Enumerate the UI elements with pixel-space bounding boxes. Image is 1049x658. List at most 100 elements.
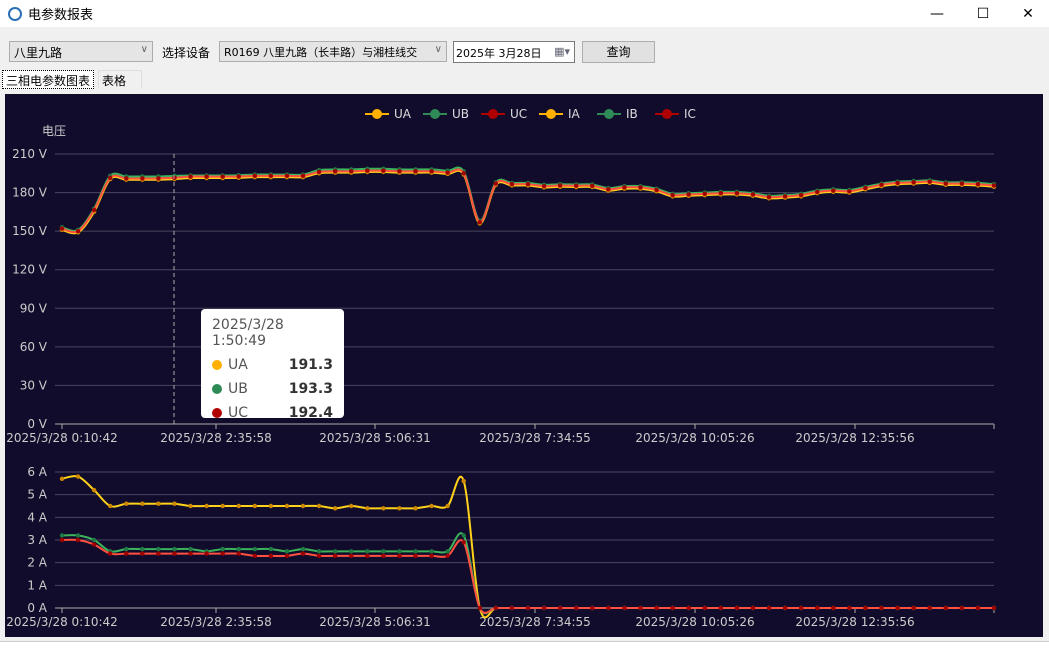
data-point-UC xyxy=(557,183,563,188)
data-point-UC xyxy=(959,181,965,186)
data-point-UC xyxy=(284,173,290,179)
data-point-UC xyxy=(718,191,724,196)
device-select[interactable]: R0169 八里九路（长丰路）与湘桂线交 ∨ xyxy=(219,41,447,62)
data-point-IA xyxy=(332,506,338,511)
data-point-IA xyxy=(75,474,81,479)
legend-marker-icon xyxy=(662,109,672,119)
data-point-IB xyxy=(91,537,97,543)
data-point-IB xyxy=(429,549,434,554)
data-point-IB xyxy=(365,549,370,554)
device-select-value: R0169 八里九路（长丰路）与湘桂线交 xyxy=(224,46,418,59)
chevron-down-icon: ∨ xyxy=(434,44,442,55)
series-line-IA xyxy=(61,475,994,619)
data-point-UC xyxy=(702,191,707,197)
y-tick-label: 120 V xyxy=(12,263,48,277)
data-point-UC xyxy=(204,174,209,179)
data-point-UC xyxy=(670,192,675,198)
data-point-UC xyxy=(911,180,916,185)
data-point-IA xyxy=(461,478,466,484)
data-point-IC xyxy=(332,553,338,559)
data-point-UC xyxy=(863,185,868,191)
data-point-IA xyxy=(429,503,434,509)
data-point-IC xyxy=(622,605,627,611)
data-point-IC xyxy=(413,553,418,559)
data-point-IA xyxy=(268,503,274,509)
query-button[interactable]: 查询 xyxy=(582,41,655,63)
y-tick-label: 4 A xyxy=(27,510,47,524)
data-point-UC xyxy=(798,192,804,198)
data-point-IC xyxy=(911,605,916,611)
maximize-button[interactable]: ☐ xyxy=(976,5,990,22)
data-point-UC xyxy=(236,174,241,179)
legend-marker-icon xyxy=(430,109,440,119)
data-point-IB xyxy=(413,549,418,554)
data-point-UC xyxy=(815,189,820,195)
x-tick-label: 2025/3/28 2:35:58 xyxy=(160,431,272,445)
data-point-UC xyxy=(156,176,161,181)
tab-chart[interactable]: 三相电参数图表 xyxy=(2,70,95,89)
data-point-IA xyxy=(140,501,145,506)
data-point-IB xyxy=(381,549,386,554)
date-picker[interactable]: 2025年 3月28日 ▦▾ xyxy=(453,41,575,63)
data-point-IA xyxy=(397,506,402,511)
y-tick-label: 0 V xyxy=(27,417,47,431)
data-point-IB xyxy=(124,546,129,552)
data-point-UC xyxy=(220,174,225,179)
road-select[interactable]: 八里九路 ∨ xyxy=(9,41,153,62)
data-point-IC xyxy=(316,553,322,559)
data-point-UC xyxy=(638,185,643,190)
x-tick-label: 2025/3/28 0:10:42 xyxy=(6,615,118,629)
data-point-IB xyxy=(188,546,193,552)
data-point-IC xyxy=(284,553,290,559)
data-point-IA xyxy=(172,501,177,506)
legend-label: UA xyxy=(394,107,412,121)
tooltip-row: UC 192.4 xyxy=(212,401,333,425)
data-point-UC xyxy=(59,226,65,231)
data-point-UC xyxy=(413,169,418,174)
data-point-IA xyxy=(300,503,306,509)
data-point-UC xyxy=(493,181,499,186)
x-tick-label: 2025/3/28 12:35:56 xyxy=(795,431,914,445)
minimize-button[interactable]: — xyxy=(930,5,944,22)
data-point-UC xyxy=(895,180,900,186)
legend-marker-icon xyxy=(488,109,498,119)
x-tick-label: 2025/3/28 5:06:31 xyxy=(319,615,431,629)
y-tick-label: 150 V xyxy=(12,224,48,238)
data-point-IB xyxy=(172,546,177,552)
data-point-IC xyxy=(815,605,820,611)
data-point-UC xyxy=(750,192,756,197)
data-point-IC xyxy=(461,540,466,545)
tooltip-value: 193.3 xyxy=(288,381,333,397)
road-select-value: 八里九路 xyxy=(14,46,63,60)
tab-table[interactable]: 表格 xyxy=(98,70,142,89)
data-point-UC xyxy=(75,228,81,234)
data-point-IC xyxy=(525,605,531,611)
data-point-IC xyxy=(766,605,772,611)
data-point-UC xyxy=(124,176,129,181)
calendar-icon[interactable]: ▦▾ xyxy=(554,45,570,58)
legend-label: UB xyxy=(452,107,469,121)
tooltip-series: UB xyxy=(228,381,248,397)
data-point-IA xyxy=(220,503,225,509)
series-line-IB xyxy=(61,532,994,615)
x-tick-label: 2025/3/28 5:06:31 xyxy=(319,431,431,445)
data-point-IA xyxy=(108,503,113,509)
data-point-UC xyxy=(381,168,386,173)
ua-dot-icon xyxy=(212,360,222,370)
data-point-UC xyxy=(397,169,402,174)
close-button[interactable]: ✕ xyxy=(1022,5,1034,22)
data-point-IC xyxy=(381,553,386,559)
data-point-IC xyxy=(429,553,434,559)
data-point-IC xyxy=(702,605,707,611)
data-point-IC xyxy=(638,605,643,611)
data-point-IC xyxy=(59,537,65,543)
data-point-IB xyxy=(397,549,402,554)
data-point-IA xyxy=(252,503,258,509)
data-point-IC xyxy=(590,605,595,611)
data-point-IC xyxy=(734,605,740,611)
x-tick-label: 2025/3/28 12:35:56 xyxy=(795,615,914,629)
legend-marker-icon xyxy=(604,109,614,119)
legend-label: UC xyxy=(510,107,527,121)
data-point-IC xyxy=(541,605,547,611)
data-point-IC xyxy=(606,605,611,611)
